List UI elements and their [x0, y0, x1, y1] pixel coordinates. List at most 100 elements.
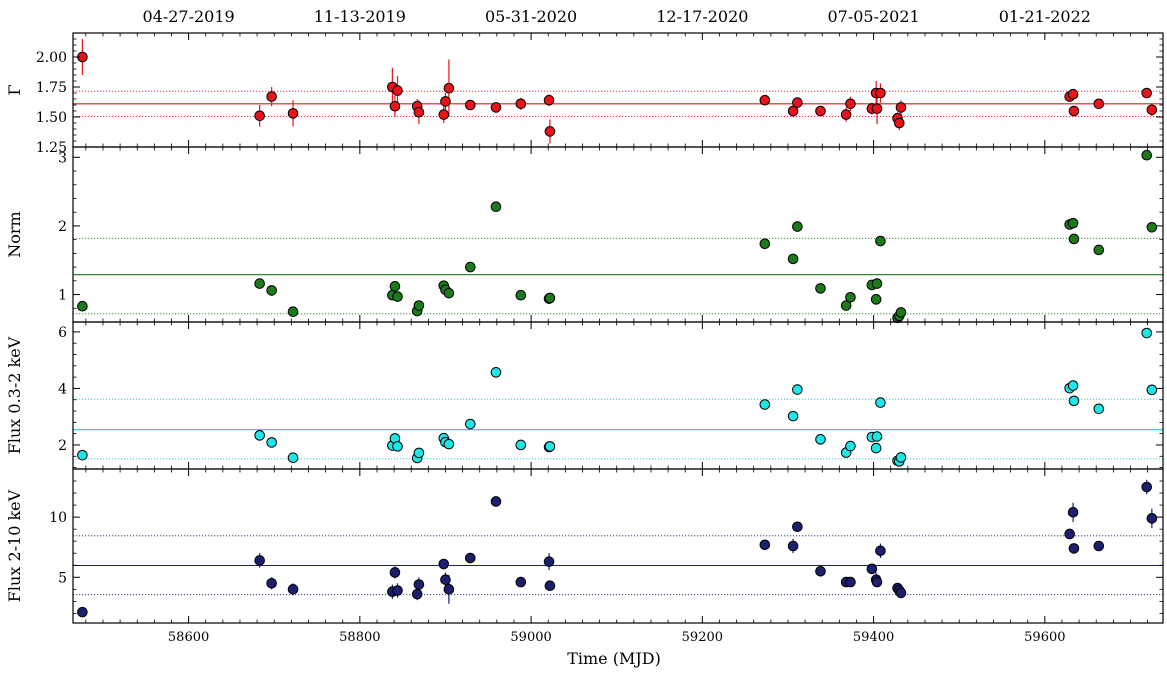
data-point — [254, 110, 265, 122]
data-point — [1068, 233, 1080, 245]
panels: 1.25 1.50 1.75 2.00 Γ 1 2 3 Norm 2 4 6 Flux 0.3-2 ke… — [5, 32, 1164, 624]
y-tick-label: 1 — [58, 288, 67, 304]
data-point — [1067, 217, 1079, 229]
y-tick-label: 2 — [58, 438, 67, 454]
data-point — [787, 253, 799, 265]
data-point — [875, 397, 886, 408]
data-point — [1141, 87, 1153, 99]
y-axis-label: Norm — [5, 211, 24, 257]
data-point — [443, 287, 455, 299]
data-point — [871, 431, 883, 442]
data-point — [544, 126, 556, 137]
data-point — [389, 100, 401, 112]
data-point — [1141, 149, 1153, 161]
data-point — [392, 85, 403, 96]
bottom-mjd-axis: 58600 58800 59000 59200 59400 59600 — [168, 630, 1066, 645]
top-date-label: 01-21-2022 — [999, 7, 1091, 26]
panel-frame — [72, 468, 1164, 624]
y-axis-label: Flux 2-10 keV — [5, 489, 24, 602]
y-tick-label: 5 — [58, 570, 67, 586]
y-tick-label: 2 — [58, 219, 67, 235]
data-point — [895, 307, 907, 318]
data-point — [895, 587, 907, 599]
top-date-label: 04-27-2019 — [142, 7, 234, 26]
data-point — [490, 201, 502, 213]
data-point — [464, 552, 476, 564]
data-point — [254, 278, 265, 289]
data-point — [287, 108, 299, 119]
top-date-axis: 04-27-2019 11-13-2019 05-31-2020 12-17-2020… — [142, 7, 1090, 26]
x-tick-label: 58800 — [339, 630, 380, 645]
data-point — [1141, 327, 1153, 339]
top-date-label: 07-05-2021 — [827, 7, 919, 26]
y-tick-label: 1.75 — [36, 80, 67, 96]
data-point — [440, 574, 451, 585]
data-point — [464, 261, 476, 273]
data-point — [759, 399, 771, 410]
data-point — [759, 539, 771, 551]
data-point — [438, 558, 450, 570]
data-point — [266, 437, 277, 448]
data-point — [413, 447, 425, 459]
data-point — [1093, 98, 1105, 110]
x-tick-label: 58600 — [168, 630, 209, 645]
data-point — [840, 300, 852, 311]
data-point — [759, 94, 771, 106]
data-point — [1146, 384, 1158, 396]
data-point — [392, 291, 403, 302]
data-point — [1146, 104, 1158, 116]
data-point — [1093, 540, 1105, 552]
panel-frame — [72, 146, 1164, 323]
data-point — [875, 87, 886, 99]
data-point — [287, 452, 299, 463]
data-point — [287, 584, 299, 595]
data-point — [266, 577, 277, 589]
x-tick-label: 59000 — [510, 630, 551, 645]
panel-frame — [72, 32, 1164, 148]
data-point — [464, 99, 476, 111]
data-point — [266, 285, 277, 296]
data-point — [392, 441, 403, 452]
data-point — [544, 292, 556, 304]
data-point — [411, 588, 423, 600]
data-point — [792, 97, 803, 108]
data-point — [871, 576, 883, 588]
data-point — [490, 496, 502, 507]
data-point — [515, 98, 527, 110]
data-point — [840, 109, 852, 120]
y-tick-label: 10 — [49, 510, 67, 526]
y-axis-label: Γ — [5, 84, 24, 95]
top-date-label: 05-31-2020 — [485, 7, 577, 26]
data-point — [254, 430, 265, 441]
data-point — [792, 521, 803, 533]
data-point — [875, 235, 886, 247]
data-point — [543, 94, 555, 106]
x-axis-label: Time (MJD) — [567, 649, 661, 668]
data-point — [1067, 507, 1079, 518]
y-tick-label: 3 — [58, 150, 67, 166]
top-date-label: 11-13-2019 — [314, 7, 406, 26]
data-point — [1093, 403, 1105, 415]
data-point — [443, 584, 455, 595]
data-point — [543, 556, 555, 567]
data-point — [544, 441, 556, 452]
data-point — [515, 439, 527, 451]
data-point — [1093, 244, 1105, 256]
y-tick-label: 2.00 — [36, 50, 67, 66]
data-point — [515, 289, 527, 301]
y-tick-label: 6 — [58, 325, 67, 341]
data-point — [413, 579, 425, 590]
data-point — [1068, 105, 1080, 117]
top-date-label: 12-17-2020 — [656, 7, 748, 26]
data-point — [870, 442, 882, 454]
data-point — [266, 91, 277, 102]
x-tick-label: 59600 — [1024, 630, 1065, 645]
data-point — [440, 96, 451, 107]
data-point — [893, 117, 905, 129]
data-point — [870, 294, 882, 305]
data-point — [515, 576, 527, 588]
data-point — [875, 545, 886, 557]
data-point — [815, 565, 826, 577]
y-tick-label: 4 — [58, 381, 67, 397]
